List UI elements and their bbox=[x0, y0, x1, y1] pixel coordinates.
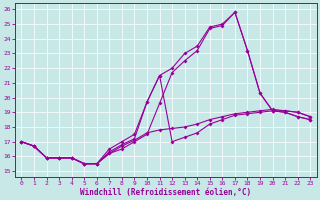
X-axis label: Windchill (Refroidissement éolien,°C): Windchill (Refroidissement éolien,°C) bbox=[80, 188, 252, 197]
